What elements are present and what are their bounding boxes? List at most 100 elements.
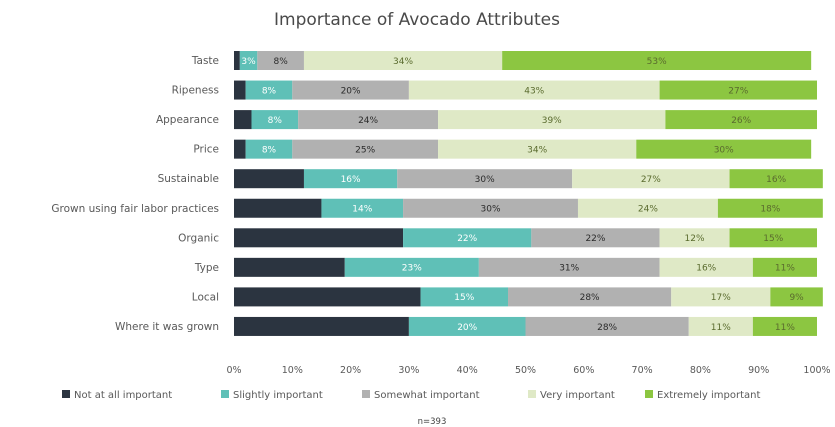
category-label: Sustainable	[158, 173, 219, 185]
category-label: Local	[192, 291, 219, 303]
bar-segment	[298, 110, 439, 130]
bar-segment	[659, 228, 730, 248]
data-label: 20%	[457, 323, 477, 333]
bar-segment	[234, 257, 345, 277]
bar-segment	[752, 316, 817, 336]
x-tick-label: 10%	[282, 365, 303, 376]
data-label: 27%	[728, 86, 748, 96]
bar-segment	[344, 257, 479, 277]
bar-segment	[770, 287, 823, 307]
category-label: Where it was grown	[115, 321, 219, 333]
data-label: 14%	[352, 205, 372, 215]
data-label: 22%	[457, 234, 477, 244]
bar-segment	[478, 257, 660, 277]
bars	[234, 51, 823, 336]
bar-segment	[525, 316, 689, 336]
data-label: 20%	[341, 86, 361, 96]
x-tick-label: 20%	[340, 365, 361, 376]
category-labels: Taste Ripeness Appearance Price Sustainable G…	[51, 55, 219, 333]
data-label: 8%	[273, 57, 288, 67]
legend-swatch	[528, 390, 536, 398]
data-label: 39%	[542, 116, 562, 126]
bar-segment	[303, 169, 398, 189]
x-tick-label: 50%	[515, 365, 536, 376]
sample-size-note: n=393	[418, 417, 447, 427]
legend: Not at all important Slightly important So…	[62, 390, 760, 401]
x-tick-label: 90%	[748, 365, 769, 376]
bar-segment	[303, 51, 503, 70]
bar-segment	[438, 110, 666, 130]
data-label: 9%	[789, 293, 804, 303]
data-label: 11%	[775, 264, 795, 274]
data-label: 18%	[760, 205, 780, 215]
bar-segment	[397, 169, 573, 189]
bar-segment	[292, 139, 439, 159]
bar-segment	[502, 51, 812, 70]
bar-segment	[659, 257, 753, 277]
category-label: Ripeness	[172, 85, 219, 97]
bar-segment	[234, 287, 421, 307]
legend-label: Very important	[540, 390, 615, 401]
chart-title: Importance of Avocado Attributes	[274, 10, 560, 30]
legend-label: Extremely important	[657, 390, 760, 401]
bar-segment	[251, 110, 299, 130]
data-label: 30%	[714, 145, 734, 155]
x-tick-label: 30%	[398, 365, 419, 376]
bar-segment	[239, 51, 258, 70]
bar-segment	[408, 316, 526, 336]
data-label: 22%	[585, 234, 605, 244]
x-tick-label: 70%	[632, 365, 653, 376]
bar-segment	[234, 198, 322, 218]
legend-swatch	[362, 390, 370, 398]
data-label: 23%	[402, 264, 422, 274]
bar-segment	[403, 198, 578, 218]
bar-segment	[665, 110, 817, 130]
x-axis-ticks: 0% 10% 20% 30% 40% 50% 60% 70% 80% 90% 100%	[226, 365, 830, 376]
bar-segment	[531, 228, 660, 248]
bar-segment	[234, 316, 409, 336]
bar-segment	[572, 169, 730, 189]
bar-segment	[752, 257, 817, 277]
x-tick-label: 80%	[690, 365, 711, 376]
data-label: 8%	[262, 86, 277, 96]
bar-segment	[636, 139, 812, 159]
data-label: 34%	[393, 57, 413, 67]
x-tick-label: 60%	[573, 365, 594, 376]
bar-segment	[245, 80, 293, 100]
data-label: 15%	[454, 293, 474, 303]
bar-segment	[671, 287, 771, 307]
data-label: 26%	[731, 116, 751, 126]
data-label: 3%	[241, 57, 256, 67]
bar-segment	[729, 169, 823, 189]
data-label: 28%	[580, 293, 600, 303]
bar-segment	[292, 80, 409, 100]
data-label: 53%	[647, 57, 667, 67]
data-label: 8%	[268, 116, 283, 126]
bar-segment	[688, 316, 753, 336]
category-label: Price	[193, 144, 219, 156]
x-tick-label: 100%	[803, 365, 830, 376]
data-label: 11%	[775, 323, 795, 333]
bar-segment	[438, 139, 637, 159]
data-label: 8%	[262, 145, 277, 155]
data-label: 28%	[597, 323, 617, 333]
data-label: 17%	[711, 293, 731, 303]
bar-segment	[234, 169, 304, 189]
bar-segment	[257, 51, 304, 70]
bar-segment	[234, 51, 240, 70]
data-label: 25%	[355, 145, 375, 155]
legend-swatch	[62, 390, 70, 398]
data-label: 27%	[641, 175, 661, 185]
data-label: 12%	[685, 234, 705, 244]
bar-segment	[234, 110, 252, 130]
bar-segment	[408, 80, 660, 100]
x-tick-label: 0%	[226, 365, 241, 376]
data-label: 15%	[763, 234, 783, 244]
data-label: 34%	[527, 145, 547, 155]
bar-segment	[577, 198, 718, 218]
data-label: 30%	[475, 175, 495, 185]
bar-segment	[234, 228, 404, 248]
category-label: Grown using fair labor practices	[51, 203, 219, 215]
data-label: 16%	[341, 175, 361, 185]
